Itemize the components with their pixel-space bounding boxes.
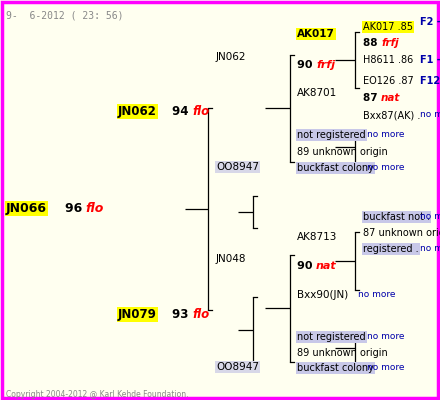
Text: frfj: frfj xyxy=(381,38,399,48)
Text: Copyright 2004-2012 @ Karl Kehde Foundation.: Copyright 2004-2012 @ Karl Kehde Foundat… xyxy=(6,390,188,399)
Text: buckfast colony: buckfast colony xyxy=(297,163,374,173)
Text: JN048: JN048 xyxy=(216,254,246,264)
Text: 89 unknown origin: 89 unknown origin xyxy=(297,348,388,358)
Text: no more: no more xyxy=(420,212,440,221)
Text: buckfast not .: buckfast not . xyxy=(363,212,430,222)
Text: H8611 .86: H8611 .86 xyxy=(363,55,413,65)
Text: no more: no more xyxy=(420,244,440,253)
Text: no more: no more xyxy=(420,110,440,119)
Text: 9-  6-2012 ( 23: 56): 9- 6-2012 ( 23: 56) xyxy=(6,10,124,20)
Text: not registered: not registered xyxy=(297,130,366,140)
Text: OO8947: OO8947 xyxy=(216,162,259,172)
Text: EO126 .87: EO126 .87 xyxy=(363,76,414,86)
Text: AK8713: AK8713 xyxy=(297,232,337,242)
Text: JN062: JN062 xyxy=(118,105,157,118)
Text: no more: no more xyxy=(367,163,404,172)
Text: frfj: frfj xyxy=(316,60,335,70)
Text: JN062: JN062 xyxy=(216,52,246,62)
Text: no more: no more xyxy=(358,290,396,299)
Text: 93: 93 xyxy=(172,308,193,321)
Text: no more: no more xyxy=(367,363,404,372)
Text: JN066: JN066 xyxy=(6,202,47,215)
Text: 96: 96 xyxy=(65,202,87,215)
Text: JN079: JN079 xyxy=(118,308,157,321)
Text: nat: nat xyxy=(381,93,400,103)
Text: registered .: registered . xyxy=(363,244,418,254)
Text: 90: 90 xyxy=(297,261,316,271)
Text: 90: 90 xyxy=(297,60,316,70)
Text: OO8947: OO8947 xyxy=(216,362,259,372)
Text: F1 - SE424-47%: F1 - SE424-47% xyxy=(420,55,440,65)
Text: AK8701: AK8701 xyxy=(297,88,337,98)
Text: no more: no more xyxy=(367,130,404,139)
Text: F2 - P78S1: F2 - P78S1 xyxy=(420,17,440,27)
Text: 87 unknown origin: 87 unknown origin xyxy=(363,228,440,238)
Text: 88: 88 xyxy=(363,38,381,48)
Text: 94: 94 xyxy=(172,105,193,118)
Text: 87: 87 xyxy=(363,93,381,103)
Text: Bxx87(AK) .: Bxx87(AK) . xyxy=(363,110,420,120)
Text: flo: flo xyxy=(85,202,103,215)
Text: flo: flo xyxy=(192,308,209,321)
Text: flo: flo xyxy=(192,105,209,118)
Text: buckfast colony: buckfast colony xyxy=(297,363,374,373)
Text: not registered: not registered xyxy=(297,332,366,342)
Text: Bxx90(JN): Bxx90(JN) xyxy=(297,290,348,300)
Text: AK017 .85: AK017 .85 xyxy=(363,22,413,32)
Text: 89 unknown origin: 89 unknown origin xyxy=(297,147,388,157)
Text: nat: nat xyxy=(316,261,337,271)
Text: F12 - Sinop62R: F12 - Sinop62R xyxy=(420,76,440,86)
Text: no more: no more xyxy=(367,332,404,341)
Text: AK017: AK017 xyxy=(297,29,335,39)
